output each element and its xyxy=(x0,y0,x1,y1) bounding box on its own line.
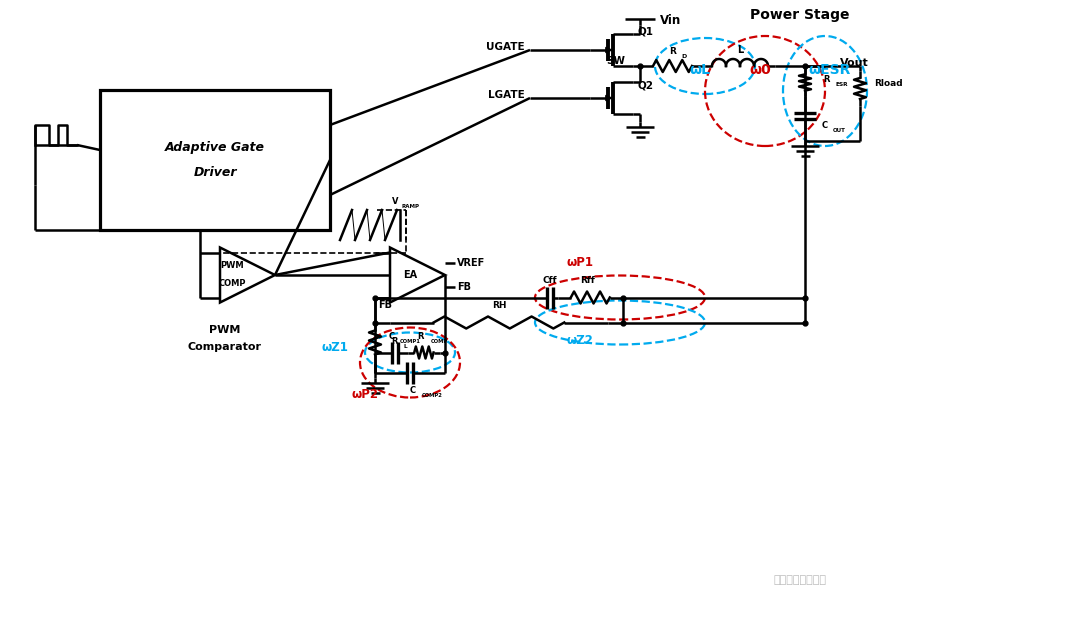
Text: OUT: OUT xyxy=(833,127,846,132)
Text: PWM: PWM xyxy=(210,325,241,335)
Text: Cff: Cff xyxy=(542,276,557,285)
Text: Driver: Driver xyxy=(193,166,237,180)
Text: Rload: Rload xyxy=(874,79,902,88)
Text: R: R xyxy=(670,47,676,57)
Text: Q2: Q2 xyxy=(638,81,654,91)
Text: FB: FB xyxy=(457,282,471,292)
Text: ESR: ESR xyxy=(835,83,848,88)
Text: 硬件十万个为什么: 硬件十万个为什么 xyxy=(773,575,826,585)
Text: C: C xyxy=(822,120,828,130)
Text: Vout: Vout xyxy=(840,58,868,68)
Text: LGATE: LGATE xyxy=(488,90,525,100)
Text: SW: SW xyxy=(606,56,625,66)
Text: COMP2: COMP2 xyxy=(422,393,443,398)
Text: COMP: COMP xyxy=(218,280,246,289)
Text: ωZ2: ωZ2 xyxy=(567,334,593,347)
Text: RH: RH xyxy=(491,301,507,310)
Text: R: R xyxy=(392,338,399,346)
Text: Power Stage: Power Stage xyxy=(751,8,850,22)
Text: C: C xyxy=(389,332,395,341)
Text: COMP1: COMP1 xyxy=(400,339,421,344)
Text: Vin: Vin xyxy=(660,13,681,26)
Text: RAMP: RAMP xyxy=(402,205,420,210)
Bar xyxy=(100,90,330,230)
Text: COMP: COMP xyxy=(431,339,448,344)
Text: FB: FB xyxy=(378,301,392,311)
Text: ωESR: ωESR xyxy=(809,63,851,77)
Text: ωP1: ωP1 xyxy=(567,256,594,269)
Text: C: C xyxy=(410,386,416,395)
Text: ωZ1: ωZ1 xyxy=(322,341,349,354)
Text: UGATE: UGATE xyxy=(486,42,525,52)
Text: ω0: ω0 xyxy=(750,63,771,77)
Text: ωL: ωL xyxy=(689,63,711,77)
Text: D: D xyxy=(681,55,687,59)
Text: PWM: PWM xyxy=(220,261,244,270)
Text: EA: EA xyxy=(403,270,417,280)
Text: R: R xyxy=(418,332,424,341)
Text: Q1: Q1 xyxy=(638,26,654,36)
Text: ωP2: ωP2 xyxy=(351,388,378,401)
Text: Rff: Rff xyxy=(580,276,595,285)
Text: L: L xyxy=(403,345,407,350)
Text: R: R xyxy=(824,76,831,84)
Text: V: V xyxy=(392,197,399,207)
Text: Adaptive Gate: Adaptive Gate xyxy=(165,142,265,154)
Text: VREF: VREF xyxy=(457,258,485,268)
Text: L: L xyxy=(737,45,743,55)
Text: Comparator: Comparator xyxy=(188,342,262,352)
